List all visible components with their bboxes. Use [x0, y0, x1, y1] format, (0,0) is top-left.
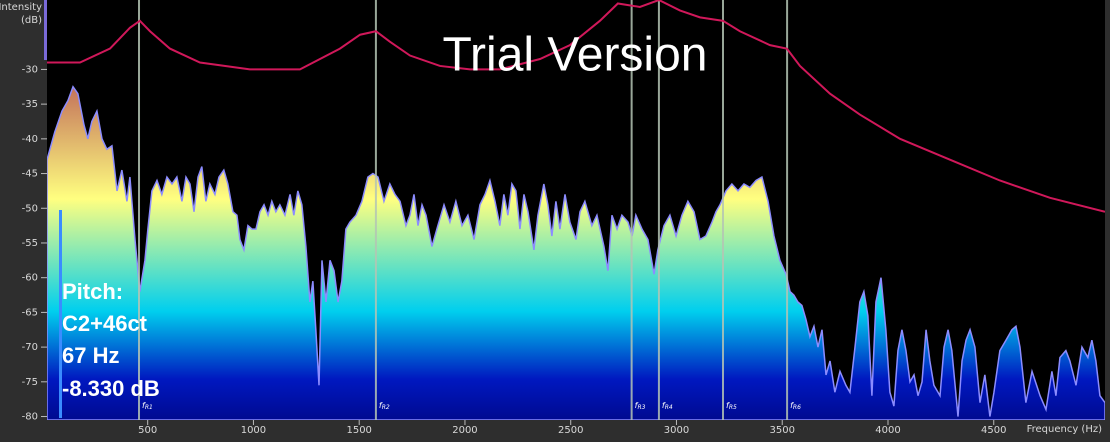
- formant-symbol: f: [635, 401, 639, 410]
- x-tick-label: 2500: [558, 425, 583, 436]
- x-tick-label: 2000: [452, 425, 477, 436]
- y-tick-label: -50: [22, 203, 38, 214]
- y-tick-label: -75: [22, 377, 38, 388]
- formant-subscript: R3: [637, 404, 645, 411]
- x-tick-label: 500: [138, 425, 157, 436]
- formant-symbol: f: [790, 401, 794, 410]
- pitch-label: Pitch:: [62, 279, 123, 304]
- formant-symbol: f: [726, 401, 730, 410]
- formant-symbol: f: [662, 401, 666, 410]
- formant-label: fR4: [662, 401, 673, 411]
- watermark: Trial Version: [443, 29, 708, 82]
- formant-label: fR1: [142, 401, 153, 411]
- y-tick-label: -35: [22, 99, 38, 110]
- formant-label: fR2: [379, 401, 390, 411]
- x-tick-label: 4500: [981, 425, 1006, 436]
- formant-subscript: R6: [793, 404, 801, 411]
- envelope-line: [47, 0, 1105, 213]
- formant-subscript: R4: [665, 404, 673, 411]
- formant-symbol: f: [142, 401, 146, 410]
- pitch-note: C2+46ct: [62, 311, 148, 336]
- pitch-frequency: 67 Hz: [62, 343, 119, 368]
- formant-label: fR6: [790, 401, 801, 411]
- x-tick-label: 1000: [241, 425, 266, 436]
- y-tick-label: -60: [22, 273, 38, 284]
- formant-symbol: f: [379, 401, 383, 410]
- formant-subscript: R5: [729, 404, 737, 411]
- y-tick-label: -80: [22, 412, 38, 423]
- formant-label: fR5: [726, 401, 737, 411]
- pitch-meter: [59, 210, 62, 418]
- y-tick-label: -65: [22, 307, 38, 318]
- y-tick-label: -45: [22, 169, 38, 180]
- x-tick-label: 3000: [664, 425, 689, 436]
- y-axis-label: Intensity: [0, 2, 42, 13]
- x-tick-label: 1500: [346, 425, 371, 436]
- x-tick-label: 3500: [770, 425, 795, 436]
- plot: fR1 fR2 fR3 fR4 fR5 fR6: [47, 0, 1105, 420]
- y-axis-label: (dB): [21, 15, 42, 26]
- x-tick-label: 4000: [875, 425, 900, 436]
- formant-subscript: R1: [145, 404, 153, 411]
- y-tick-label: -40: [22, 134, 38, 145]
- pitch-level: -8.330 dB: [62, 376, 160, 401]
- formant-subscript: R2: [382, 404, 390, 411]
- formant-label: fR3: [635, 401, 646, 411]
- level-indicator: [44, 0, 47, 60]
- spectrum-area: [47, 85, 1105, 420]
- x-axis-label: Frequency (Hz): [1027, 424, 1103, 435]
- y-tick-label: -55: [22, 238, 38, 249]
- y-tick-label: -30: [22, 64, 38, 75]
- y-tick-label: -70: [22, 342, 38, 353]
